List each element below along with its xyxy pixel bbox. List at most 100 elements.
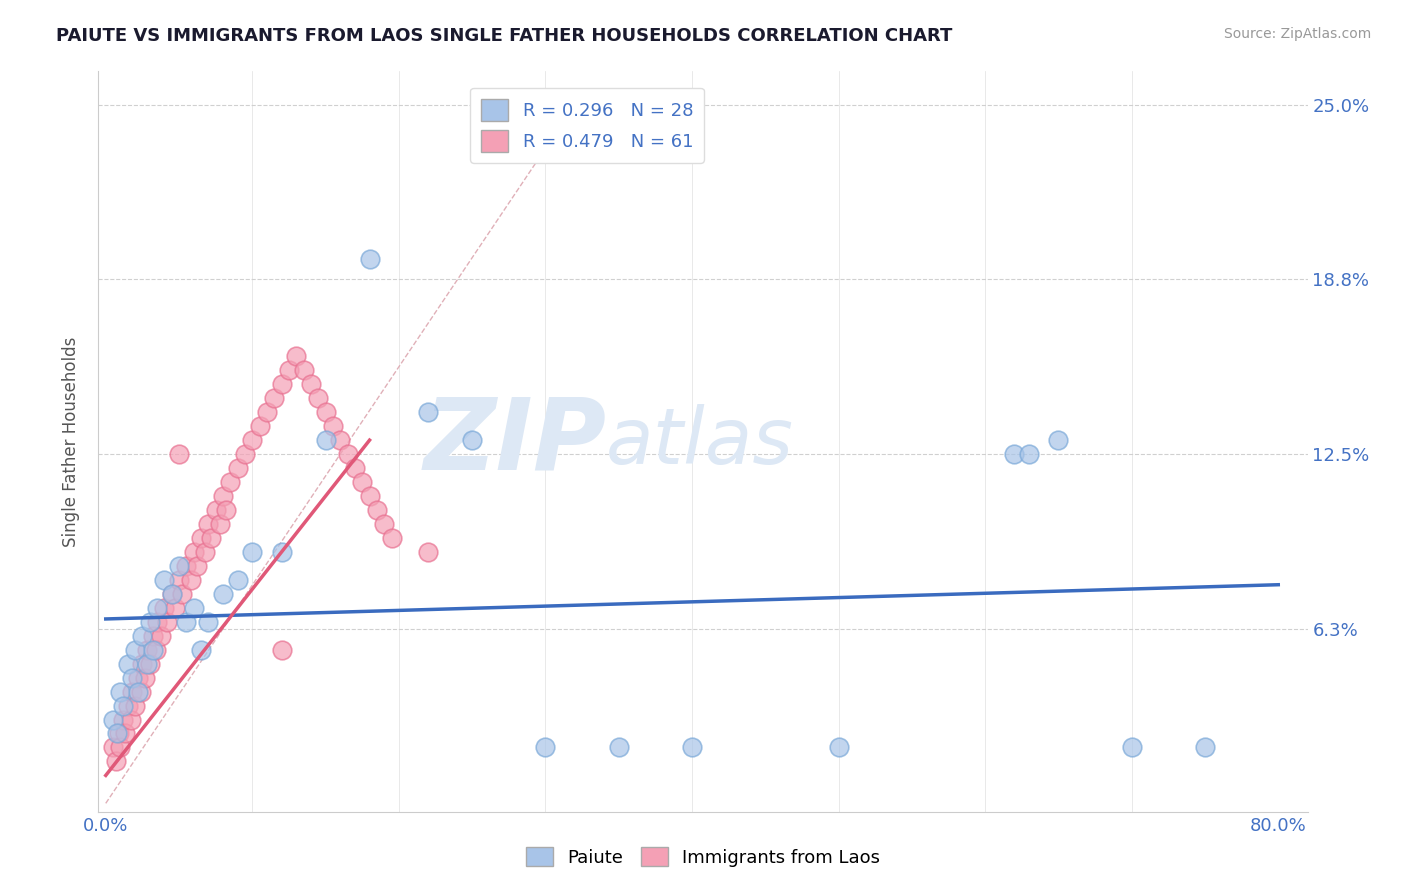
Point [204,503,226,517]
Point [352,475,374,489]
Point [607,740,630,755]
Point [299,377,322,392]
Point [121,684,143,698]
Point [194,545,217,559]
Point [117,698,139,713]
Point [146,600,169,615]
Point [107,726,129,740]
Point [359,252,381,266]
Point [233,447,256,461]
Point [380,531,402,545]
Legend: R = 0.296   N = 28, R = 0.479   N = 61: R = 0.296 N = 28, R = 0.479 N = 61 [470,87,704,162]
Y-axis label: Single Father Households: Single Father Households [62,336,80,547]
Point [167,447,190,461]
Point [534,740,557,755]
Point [131,657,153,671]
Point [219,475,242,489]
Point [112,713,135,727]
Point [134,671,156,685]
Point [315,405,337,419]
Point [240,433,263,447]
Point [110,740,132,755]
Point [114,726,136,740]
Point [127,684,149,698]
Point [1004,447,1026,461]
Point [197,516,219,531]
Point [110,684,132,698]
Point [1018,447,1040,461]
Point [120,713,142,727]
Point [156,615,179,629]
Point [105,755,128,769]
Point [240,545,263,559]
Point [176,615,198,629]
Point [135,657,157,671]
Point [142,629,165,643]
Point [270,545,292,559]
Point [183,600,205,615]
Point [315,433,337,447]
Point [278,363,301,377]
Point [145,642,167,657]
Point [135,642,157,657]
Point [373,516,395,531]
Point [186,558,208,573]
Point [359,489,381,503]
Point [418,545,440,559]
Point [180,573,202,587]
Point [112,698,135,713]
Point [1121,740,1143,755]
Text: atlas: atlas [606,403,794,480]
Point [292,363,315,377]
Point [249,419,271,434]
Point [256,405,278,419]
Point [1047,433,1070,447]
Point [101,713,124,727]
Point [307,391,329,405]
Point [150,629,173,643]
Point [336,447,359,461]
Point [366,503,388,517]
Point [160,587,183,601]
Point [138,657,160,671]
Text: Source: ZipAtlas.com: Source: ZipAtlas.com [1223,27,1371,41]
Point [167,573,190,587]
Point [176,558,198,573]
Point [322,419,344,434]
Point [153,600,176,615]
Point [121,671,143,685]
Point [197,615,219,629]
Point [418,405,440,419]
Text: ZIP: ZIP [423,393,606,490]
Point [163,600,186,615]
Text: PAIUTE VS IMMIGRANTS FROM LAOS SINGLE FATHER HOUSEHOLDS CORRELATION CHART: PAIUTE VS IMMIGRANTS FROM LAOS SINGLE FA… [56,27,953,45]
Point [167,558,190,573]
Point [343,461,366,475]
Point [127,671,149,685]
Point [270,642,292,657]
Point [461,433,484,447]
Point [153,573,176,587]
Point [226,461,249,475]
Point [270,377,292,392]
Point [160,587,183,601]
Point [827,740,849,755]
Point [142,642,165,657]
Point [215,503,238,517]
Point [200,531,222,545]
Point [170,587,193,601]
Point [212,587,235,601]
Point [209,516,232,531]
Point [329,433,352,447]
Point [124,698,146,713]
Point [146,615,169,629]
Point [285,349,308,363]
Point [681,740,703,755]
Legend: Paiute, Immigrants from Laos: Paiute, Immigrants from Laos [519,840,887,874]
Point [190,642,212,657]
Point [1194,740,1216,755]
Point [117,657,139,671]
Point [124,642,146,657]
Point [226,573,249,587]
Point [129,684,152,698]
